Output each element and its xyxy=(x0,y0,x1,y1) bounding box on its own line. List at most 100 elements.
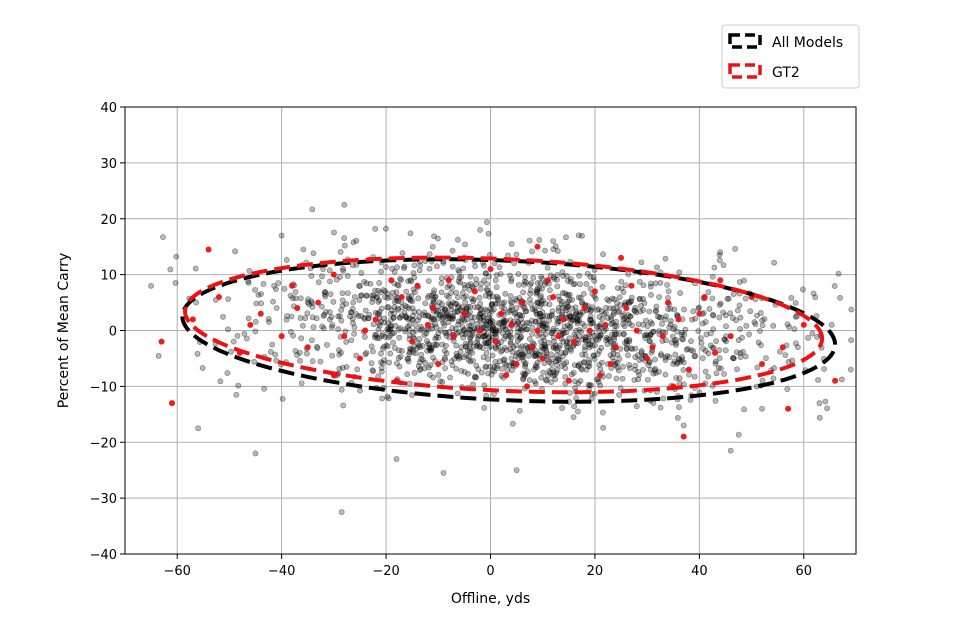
data-point-all-models xyxy=(461,326,468,333)
data-point-all-models xyxy=(531,378,538,385)
data-point-gt2 xyxy=(518,299,525,306)
data-point-all-models xyxy=(502,333,509,340)
data-point-all-models xyxy=(398,312,405,319)
data-point-all-models xyxy=(677,290,684,296)
data-point-all-models xyxy=(483,308,490,314)
data-point-gt2 xyxy=(450,333,457,340)
data-point-all-models xyxy=(503,347,510,353)
data-point-all-models xyxy=(467,281,474,288)
data-point-all-models xyxy=(537,294,544,301)
data-point-all-models xyxy=(540,313,547,320)
data-point-all-models xyxy=(322,293,329,300)
data-point-all-models xyxy=(507,272,513,279)
data-point-all-models xyxy=(475,304,481,310)
data-point-all-models xyxy=(665,306,671,312)
data-point-all-models xyxy=(454,353,461,360)
legend-swatch xyxy=(728,33,762,49)
data-point-all-models xyxy=(602,309,609,316)
data-point-all-models xyxy=(473,276,480,283)
data-point-all-models xyxy=(533,310,540,316)
data-point-all-models xyxy=(463,316,470,323)
data-point-all-models xyxy=(444,310,450,317)
data-point-all-models xyxy=(496,327,502,334)
data-point-all-models xyxy=(492,277,499,284)
data-point-all-models xyxy=(609,295,616,302)
data-point-gt2 xyxy=(398,293,405,300)
data-point-all-models xyxy=(643,317,649,324)
data-point-all-models xyxy=(387,294,394,300)
data-point-all-models xyxy=(449,299,456,306)
data-point-gt2 xyxy=(388,277,395,284)
data-point-all-models xyxy=(576,327,583,333)
data-point-all-models xyxy=(532,380,539,387)
data-point-all-models xyxy=(658,352,664,359)
data-point-all-models xyxy=(290,332,296,339)
data-point-all-models xyxy=(430,290,437,297)
data-point-all-models xyxy=(567,278,574,285)
data-point-all-models xyxy=(483,286,490,293)
data-point-all-models xyxy=(394,305,401,312)
data-point-all-models xyxy=(561,323,568,330)
data-point-all-models xyxy=(439,341,446,348)
data-point-all-models xyxy=(559,298,565,305)
data-point-all-models xyxy=(339,302,346,309)
data-point-all-models xyxy=(562,290,568,297)
data-point-all-models xyxy=(405,316,411,323)
data-point-all-models xyxy=(482,332,488,339)
data-point-all-models xyxy=(283,316,290,323)
data-point-all-models xyxy=(671,358,678,365)
data-point-all-models xyxy=(338,307,345,313)
data-point-all-models xyxy=(356,297,363,303)
data-point-all-models xyxy=(220,313,226,320)
data-point-all-models xyxy=(467,308,473,315)
data-point-all-models xyxy=(620,316,627,323)
data-point-all-models xyxy=(232,248,239,255)
data-point-all-models xyxy=(515,281,522,288)
data-point-all-models xyxy=(308,337,315,344)
data-point-all-models xyxy=(673,336,679,343)
data-point-all-models xyxy=(160,234,166,241)
data-point-all-models xyxy=(525,352,532,359)
data-point-all-models xyxy=(483,331,490,337)
data-point-all-models xyxy=(727,310,734,317)
data-point-all-models xyxy=(618,278,625,285)
data-point-all-models xyxy=(463,343,469,350)
data-point-all-models xyxy=(674,359,681,366)
data-point-all-models xyxy=(484,281,491,288)
data-point-all-models xyxy=(467,334,474,340)
data-point-all-models xyxy=(532,350,539,357)
data-point-all-models xyxy=(559,309,566,316)
data-point-all-models xyxy=(605,336,611,342)
data-point-all-models xyxy=(453,353,460,360)
data-point-all-models xyxy=(449,362,456,369)
data-point-all-models xyxy=(523,279,529,286)
data-point-all-models xyxy=(610,350,617,357)
data-point-all-models xyxy=(635,321,642,328)
data-point-all-models xyxy=(681,331,688,338)
data-point-all-models xyxy=(625,298,632,305)
data-point-all-models xyxy=(562,349,569,356)
data-point-all-models xyxy=(485,273,492,280)
data-point-all-models xyxy=(492,327,499,334)
data-point-all-models xyxy=(381,357,387,363)
data-point-all-models xyxy=(395,298,402,305)
data-point-all-models xyxy=(572,304,579,311)
data-point-all-models xyxy=(534,359,541,366)
data-point-all-models xyxy=(252,318,259,325)
data-point-all-models xyxy=(612,331,618,338)
data-point-gt2 xyxy=(800,321,807,328)
data-point-all-models xyxy=(574,317,580,324)
data-point-all-models xyxy=(319,323,326,330)
data-point-all-models xyxy=(513,467,520,474)
data-point-all-models xyxy=(452,300,459,307)
data-point-all-models xyxy=(387,317,394,323)
data-point-all-models xyxy=(611,336,618,343)
data-point-all-models xyxy=(338,349,344,356)
data-point-all-models xyxy=(369,367,376,374)
data-point-all-models xyxy=(611,296,618,303)
data-point-all-models xyxy=(394,264,400,271)
data-point-all-models xyxy=(408,278,415,285)
data-point-all-models xyxy=(376,311,382,318)
data-point-all-models xyxy=(816,400,823,407)
data-point-all-models xyxy=(621,311,628,318)
